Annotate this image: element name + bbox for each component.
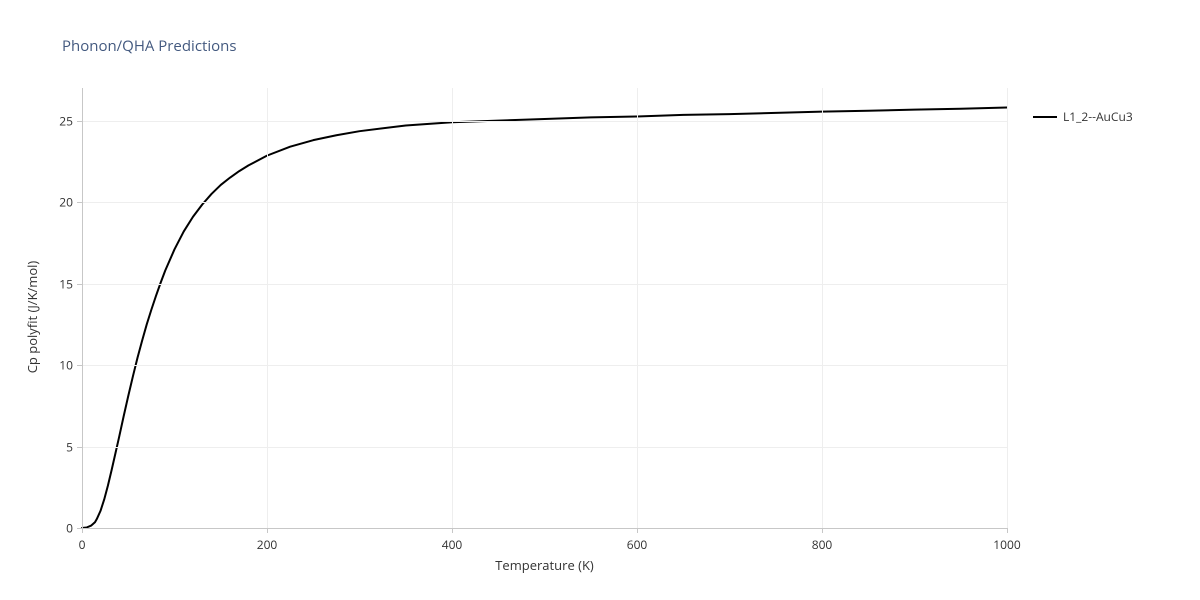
gridline-vertical bbox=[267, 88, 268, 528]
x-tick-label: 400 bbox=[442, 536, 463, 553]
y-tick-label: 10 bbox=[57, 357, 73, 374]
x-tick-label: 1000 bbox=[993, 536, 1020, 553]
x-axis-line bbox=[82, 528, 1007, 529]
y-tick-label: 0 bbox=[57, 520, 73, 537]
x-tick bbox=[1007, 528, 1008, 533]
gridline-horizontal bbox=[82, 202, 1007, 203]
series-line bbox=[82, 88, 1007, 528]
y-tick-label: 25 bbox=[57, 112, 73, 129]
y-tick-label: 15 bbox=[57, 275, 73, 292]
gridline-horizontal bbox=[82, 121, 1007, 122]
x-axis-title: Temperature (K) bbox=[495, 556, 594, 574]
y-tick-label: 20 bbox=[57, 194, 73, 211]
legend-swatch bbox=[1033, 116, 1057, 118]
x-tick-label: 0 bbox=[79, 536, 86, 553]
gridline-horizontal bbox=[82, 284, 1007, 285]
y-axis-line bbox=[82, 88, 83, 528]
gridline-horizontal bbox=[82, 447, 1007, 448]
y-axis-title: Cp polyfit (J/K/mol) bbox=[23, 261, 41, 374]
x-tick-label: 800 bbox=[812, 536, 833, 553]
plot-area bbox=[82, 88, 1007, 528]
gridline-vertical bbox=[452, 88, 453, 528]
x-tick-label: 600 bbox=[627, 536, 648, 553]
chart-container: Phonon/QHA Predictions Temperature (K) C… bbox=[0, 0, 1200, 600]
gridline-vertical bbox=[637, 88, 638, 528]
chart-title: Phonon/QHA Predictions bbox=[62, 36, 237, 56]
gridline-horizontal bbox=[82, 365, 1007, 366]
legend: L1_2--AuCu3 bbox=[1033, 108, 1133, 125]
x-tick-label: 200 bbox=[257, 536, 278, 553]
gridline-vertical bbox=[822, 88, 823, 528]
y-tick-label: 5 bbox=[57, 438, 73, 455]
legend-label: L1_2--AuCu3 bbox=[1063, 108, 1133, 125]
gridline-vertical bbox=[1007, 88, 1008, 528]
